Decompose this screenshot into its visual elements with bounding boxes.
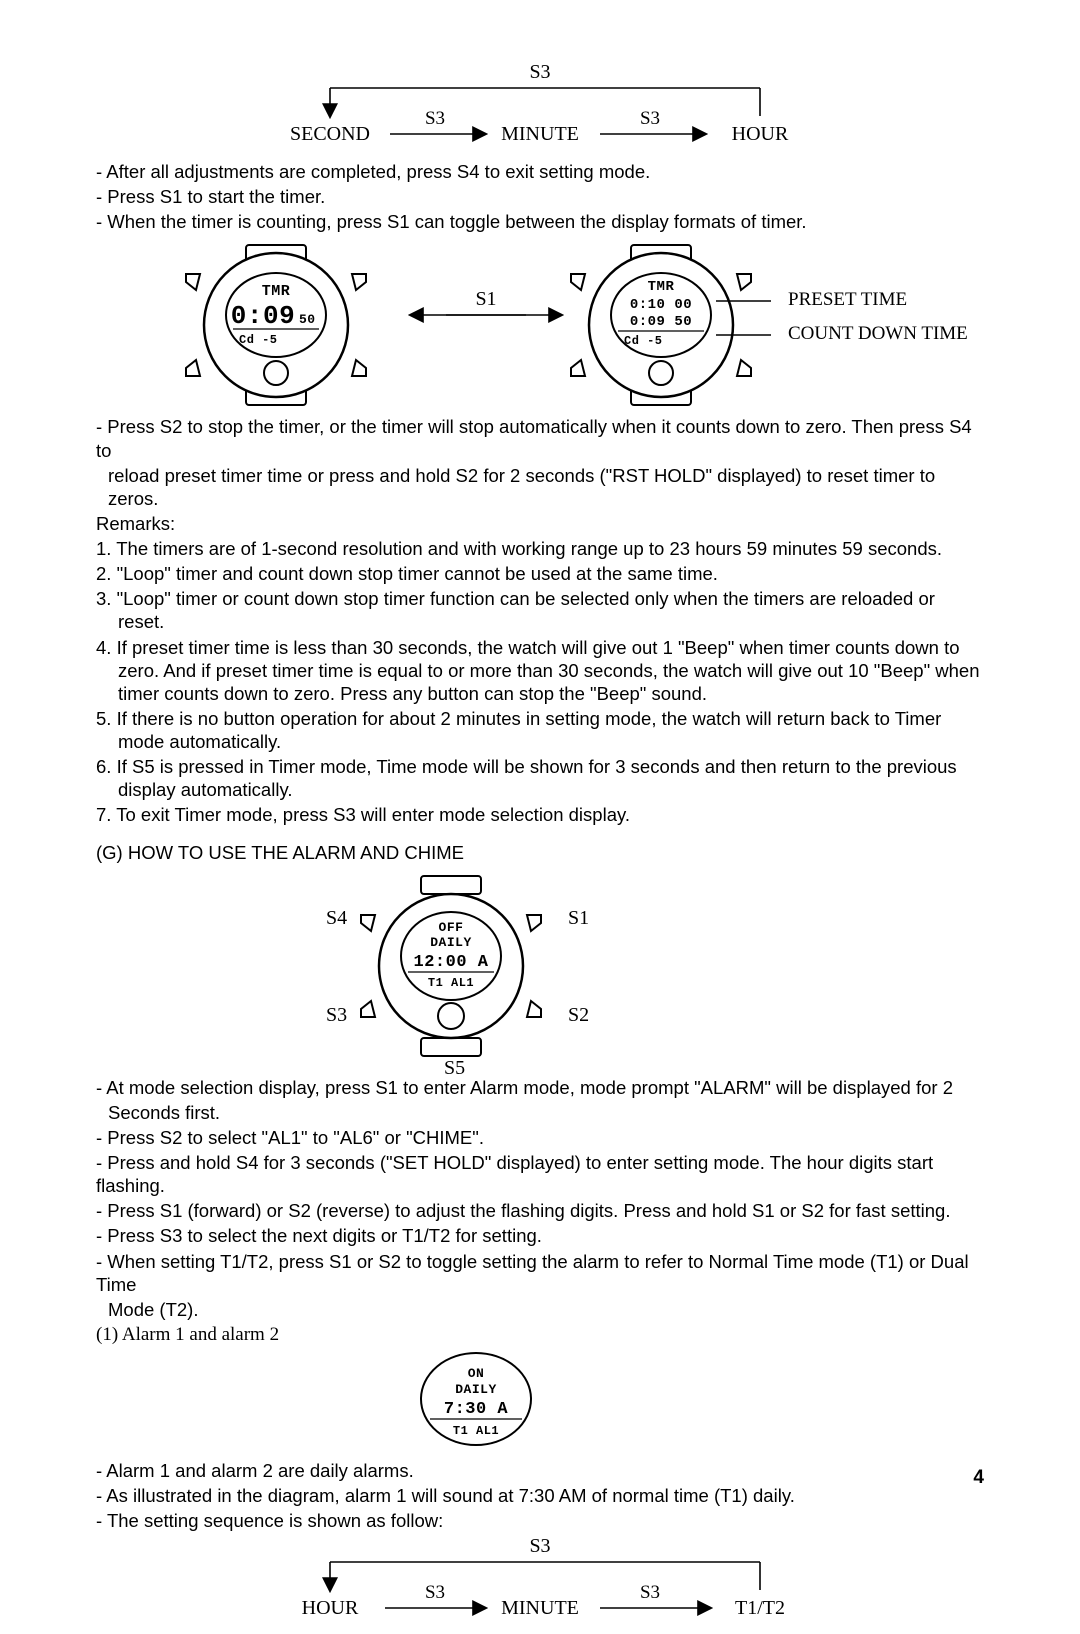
svg-text:DAILY: DAILY	[430, 935, 472, 950]
text: - After all adjustments are completed, p…	[96, 160, 984, 183]
svg-text:OFF: OFF	[439, 920, 464, 935]
remark: 3. "Loop" timer or count down stop timer…	[96, 587, 984, 633]
text: - Press S3 to select the next digits or …	[96, 1224, 984, 1247]
svg-text:HOUR: HOUR	[732, 123, 789, 145]
watch-small-diagram: ON DAILY 7:30 A T1 AL1	[406, 1349, 546, 1459]
svg-text:T1/T2: T1/T2	[735, 1597, 785, 1619]
svg-text:S3: S3	[640, 108, 660, 129]
section-heading: (G) HOW TO USE THE ALARM AND CHIME	[96, 841, 984, 864]
svg-text:S3: S3	[529, 61, 550, 83]
svg-text:MINUTE: MINUTE	[501, 1597, 579, 1619]
text: - Press S1 to start the timer.	[96, 185, 984, 208]
svg-text:S5: S5	[444, 1057, 465, 1076]
svg-text:PRESET TIME: PRESET TIME	[788, 289, 907, 310]
svg-text:S3: S3	[640, 1582, 660, 1603]
svg-text:T1 AL1: T1 AL1	[453, 1424, 499, 1438]
svg-text:S4: S4	[326, 907, 347, 929]
text: - Press and hold S4 for 3 seconds ("SET …	[96, 1151, 984, 1197]
page-number: 4	[973, 1466, 984, 1490]
remarks-head: Remarks:	[96, 512, 984, 535]
text: Mode (T2).	[96, 1298, 984, 1321]
svg-text:COUNT DOWN TIME: COUNT DOWN TIME	[788, 323, 968, 344]
remark: 4. If preset timer time is less than 30 …	[96, 636, 984, 705]
svg-text:S3: S3	[425, 1582, 445, 1603]
svg-text:MINUTE: MINUTE	[501, 123, 579, 145]
svg-text:HOUR: HOUR	[302, 1597, 359, 1619]
svg-text:TMR: TMR	[648, 279, 675, 295]
svg-text:ON: ON	[468, 1366, 485, 1381]
svg-text:0:09 50: 0:09 50	[630, 314, 692, 330]
text: - When the timer is counting, press S1 c…	[96, 210, 984, 233]
remark: 6. If S5 is pressed in Timer mode, Time …	[96, 755, 984, 801]
text: - When setting T1/T2, press S1 or S2 to …	[96, 1250, 984, 1296]
remark: 1. The timers are of 1-second resolution…	[96, 537, 984, 560]
svg-text:T1 AL1: T1 AL1	[428, 976, 474, 990]
text: - Alarm 1 and alarm 2 are daily alarms.	[96, 1459, 984, 1482]
svg-text:0:10 00: 0:10 00	[630, 297, 692, 313]
svg-text:S2: S2	[568, 1004, 589, 1026]
text: - At mode selection display, press S1 to…	[96, 1076, 984, 1099]
sequence-diagram-alarm: S3 HOUR MINUTE T1/T2 S3 S3	[280, 1534, 800, 1634]
svg-text:S3: S3	[425, 108, 445, 129]
svg-text:DAILY: DAILY	[455, 1382, 497, 1397]
svg-text:S3: S3	[529, 1535, 550, 1557]
remark: 2. "Loop" timer and count down stop time…	[96, 562, 984, 585]
sequence-diagram-timer: S3 SECOND MINUTE HOUR S3 S3	[280, 60, 800, 160]
svg-text:Cd -5: Cd -5	[239, 333, 278, 347]
svg-text:0:09: 0:09	[231, 301, 295, 331]
svg-text:S1: S1	[475, 288, 496, 310]
svg-text:7:30 A: 7:30 A	[444, 1400, 509, 1419]
svg-text:50: 50	[299, 312, 316, 327]
text: - The setting sequence is shown as follo…	[96, 1509, 984, 1532]
text: - As illustrated in the diagram, alarm 1…	[96, 1484, 984, 1507]
svg-text:S3: S3	[326, 1004, 347, 1026]
remark: 7. To exit Timer mode, press S3 will ent…	[96, 803, 984, 826]
watch-alarm-diagram: OFF DAILY 12:00 A T1 AL1 S4 S1 S3 S2 S5	[266, 866, 646, 1076]
svg-text:TMR: TMR	[262, 283, 291, 300]
manual-page: S3 SECOND MINUTE HOUR S3 S3 - After all …	[0, 0, 1080, 1528]
svg-text:SECOND: SECOND	[290, 123, 370, 145]
svg-text:Cd -5: Cd -5	[624, 334, 663, 348]
text: Seconds first.	[96, 1101, 984, 1124]
text: - Press S1 (forward) or S2 (reverse) to …	[96, 1199, 984, 1222]
text: reload preset timer time or press and ho…	[96, 464, 984, 510]
remark: 5. If there is no button operation for a…	[96, 707, 984, 753]
svg-text:S1: S1	[568, 907, 589, 929]
watch-pair-diagram: TMR 0:09 50 Cd -5 S1 TMR 0:10 00 0:09 50…	[176, 235, 996, 415]
text: - Press S2 to stop the timer, or the tim…	[96, 415, 984, 461]
text: - Press S2 to select "AL1" to "AL6" or "…	[96, 1126, 984, 1149]
svg-text:12:00 A: 12:00 A	[414, 953, 489, 972]
subsection: (1) Alarm 1 and alarm 2	[96, 1323, 984, 1347]
